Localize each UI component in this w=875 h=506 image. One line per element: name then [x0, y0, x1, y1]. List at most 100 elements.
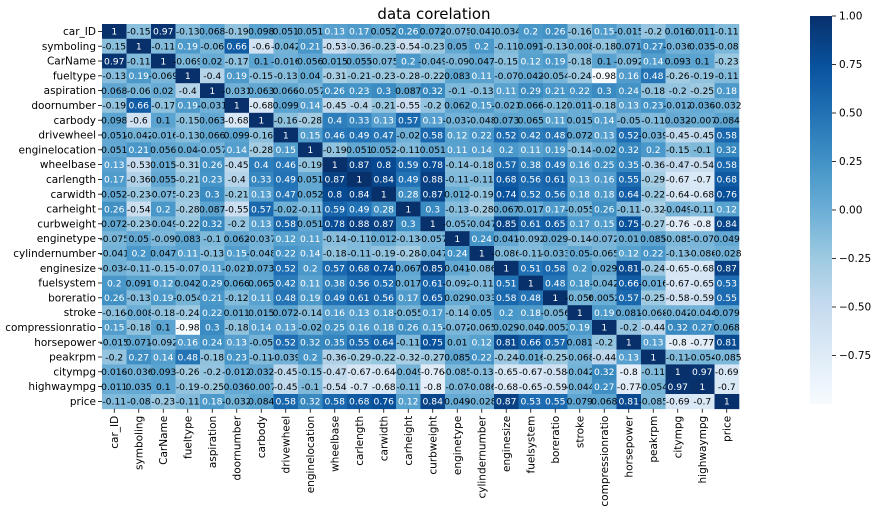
cell-value-label: 0.22	[570, 86, 590, 97]
cell-value-label: -0.086	[491, 249, 521, 260]
heatmap-cell	[151, 394, 176, 410]
heatmap-cell	[616, 142, 642, 158]
cell-value-label: 0.066	[273, 86, 299, 97]
cell-value-label: 0.24	[202, 338, 223, 349]
heatmap-cell	[371, 394, 397, 410]
heatmap-cell	[126, 246, 152, 262]
heatmap-cell	[175, 216, 201, 232]
cell-value-label: 0.16	[619, 71, 640, 82]
heatmap-cell	[690, 201, 715, 217]
heatmap-cell	[543, 24, 568, 40]
cell-value-label: -0.049	[418, 56, 448, 67]
heatmap-cell	[371, 68, 397, 84]
cell-value-label: 0.48	[545, 130, 566, 141]
heatmap-cell	[347, 290, 372, 306]
heatmap-cell	[126, 112, 152, 128]
heatmap-cell	[396, 334, 421, 350]
cell-value-label: -0.11	[396, 382, 420, 393]
cell-value-label: -0.11	[666, 352, 690, 363]
cell-value-label: 1	[454, 234, 460, 245]
heatmap-cell	[592, 157, 617, 173]
heatmap-cell	[396, 320, 421, 336]
cell-value-label: -0.031	[222, 86, 252, 97]
heatmap-cell	[641, 216, 666, 232]
heatmap-cell	[126, 24, 152, 40]
heatmap-cell	[273, 305, 299, 321]
cell-value-label: 0.61	[545, 175, 565, 186]
heatmap-cell	[322, 38, 348, 54]
cell-value-label: -0.057	[442, 219, 472, 230]
heatmap-cell	[126, 68, 152, 84]
heatmap-cell	[714, 142, 740, 158]
cell-value-label: 0.11	[545, 116, 565, 127]
cell-value-label: 0.12	[472, 338, 492, 349]
cell-value-label: -0.18	[592, 42, 616, 53]
cell-value-label: -0.13	[274, 71, 298, 82]
cell-value-label: 0.87	[423, 190, 444, 201]
cell-value-label: -0.044	[565, 382, 595, 393]
heatmap-cell	[714, 320, 740, 336]
cell-value-label: -0.26	[176, 367, 200, 378]
cell-value-label: 0.58	[545, 264, 566, 275]
cell-value-label: -0.45	[323, 101, 347, 112]
cell-value-label: -0.18	[127, 323, 151, 334]
heatmap-cell	[420, 349, 446, 365]
x-tick-label: horsepower	[624, 415, 636, 477]
heatmap-cell	[543, 379, 568, 395]
heatmap-cell	[175, 186, 201, 202]
cell-value-label: -0.048	[246, 249, 276, 260]
y-tick-label: CarName	[47, 56, 96, 68]
cell-value-label: 0.14	[594, 116, 615, 127]
heatmap-cell	[322, 231, 348, 247]
heatmap-cell	[249, 246, 274, 262]
cell-value-label: 0.071	[126, 338, 152, 349]
heatmap-cell	[665, 349, 691, 365]
heatmap-cell	[445, 260, 470, 276]
heatmap-cell	[592, 231, 617, 247]
cell-value-label: 0.072	[273, 308, 299, 319]
heatmap-cell	[175, 38, 201, 54]
heatmap-cell	[396, 379, 421, 395]
heatmap-cell	[224, 290, 250, 306]
cell-value-label: -0.033	[540, 249, 570, 260]
cell-value-label: 0.3	[376, 86, 391, 97]
cell-value-label: 0.27	[129, 352, 150, 363]
cell-value-label: 0.011	[101, 382, 127, 393]
heatmap-cell	[200, 320, 225, 336]
cell-value-label: -0.11	[151, 42, 175, 53]
cell-value-label: 0.055	[346, 56, 372, 67]
y-tick-label: cylindernumber	[13, 248, 96, 260]
cell-value-label: -0.23	[127, 190, 151, 201]
heatmap-cell	[518, 246, 544, 262]
cell-value-label: -0.13	[176, 130, 200, 141]
heatmap-cell	[690, 349, 715, 365]
cell-value-label: 0.11	[300, 234, 320, 245]
heatmap-cell	[298, 201, 323, 217]
heatmap-cell	[200, 98, 225, 114]
y-tick-label: fuelsystem	[38, 278, 96, 290]
heatmap-cell	[322, 305, 348, 321]
cell-value-label: 0.11	[178, 249, 198, 260]
cell-value-label: -0.02	[396, 130, 420, 141]
heatmap-cell	[543, 275, 568, 291]
cell-value-label: -0.22	[372, 352, 396, 363]
cell-value-label: 0.081	[616, 308, 642, 319]
cell-value-label: 1	[479, 249, 485, 260]
heatmap-cell	[445, 305, 470, 321]
heatmap-cell	[641, 305, 666, 321]
cell-value-label: 0.75	[423, 338, 444, 349]
cell-value-label: 0.062	[444, 101, 470, 112]
heatmap-cell	[690, 379, 715, 395]
heatmap-cell	[469, 275, 495, 291]
heatmap-cell	[469, 305, 495, 321]
heatmap-cell	[543, 98, 568, 114]
cell-value-label: 0.26	[398, 323, 419, 334]
heatmap-cell	[641, 172, 666, 188]
heatmap-cell	[665, 83, 691, 99]
cell-value-label: 0.28	[374, 204, 395, 215]
heatmap-cell	[494, 53, 519, 69]
heatmap-cell	[200, 246, 225, 262]
heatmap-cell	[102, 379, 127, 395]
cell-value-label: 0.16	[349, 323, 370, 334]
cell-value-label: 0.2	[131, 249, 146, 260]
